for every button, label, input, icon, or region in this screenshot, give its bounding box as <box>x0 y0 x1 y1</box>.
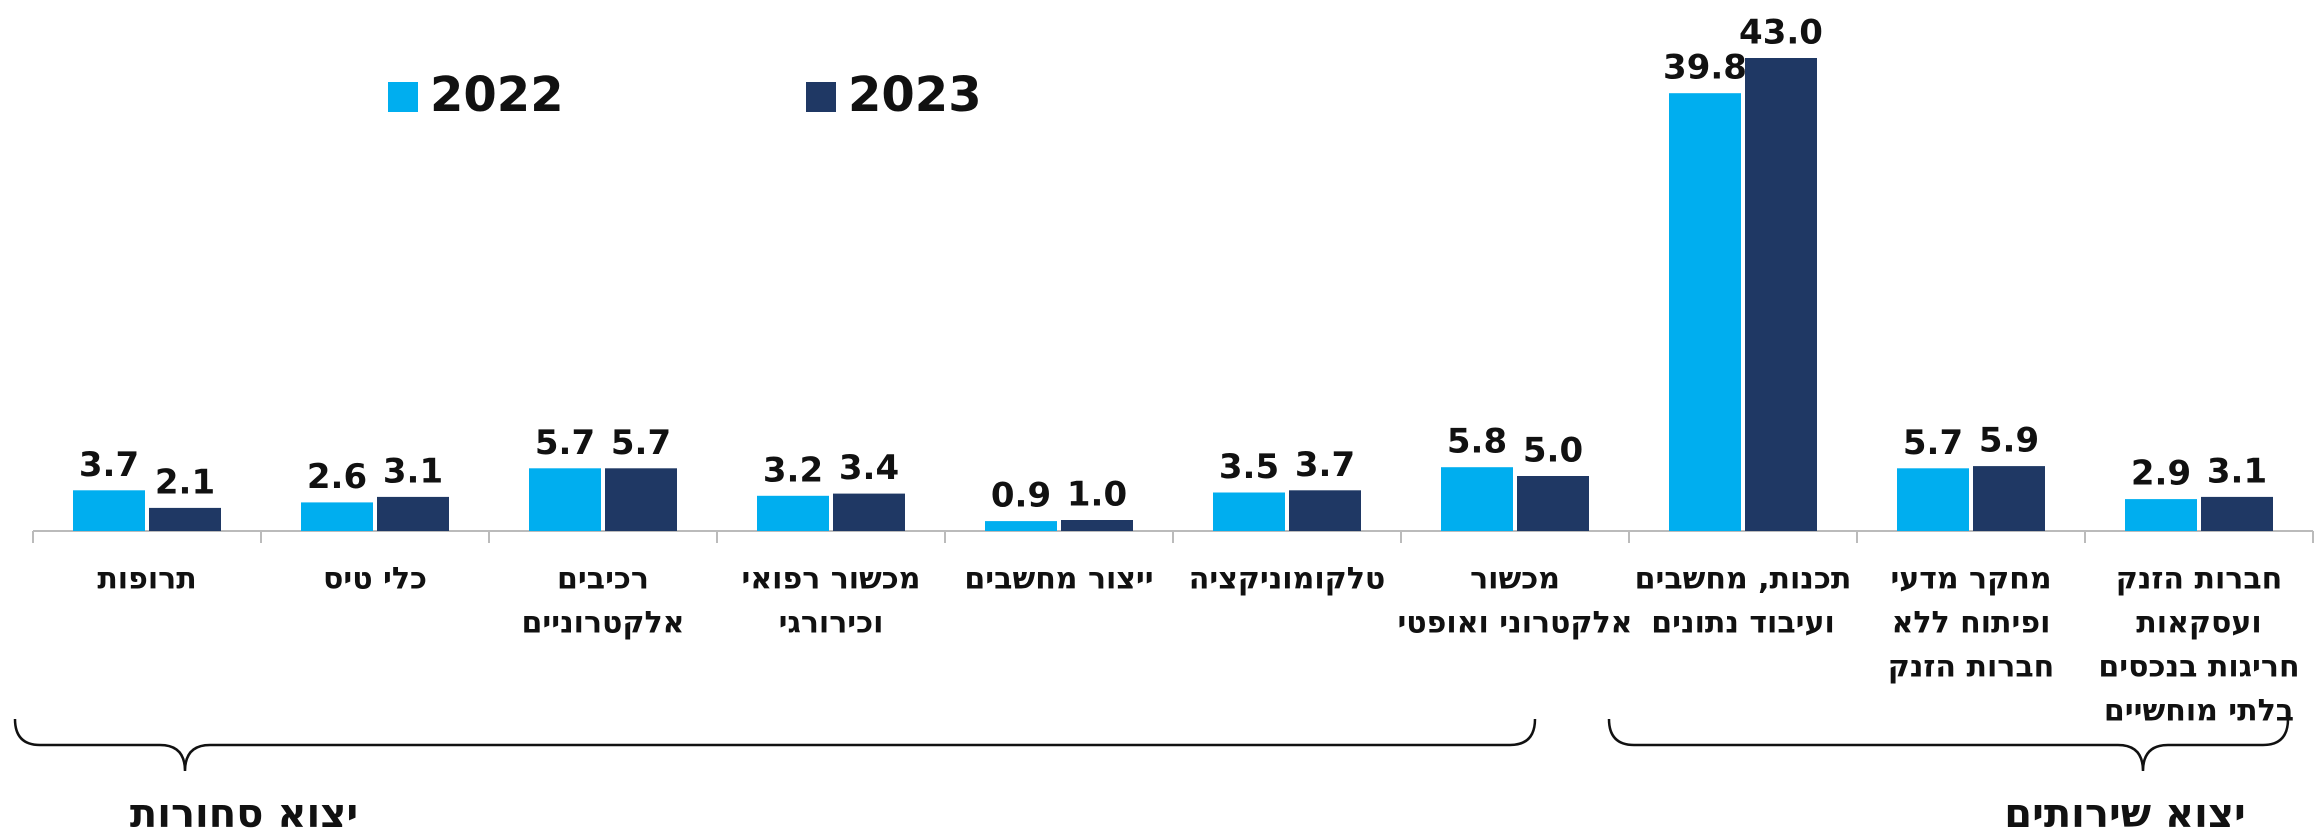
brace <box>13 718 1537 772</box>
x-tick-label: ייצור מחשבים <box>964 562 1153 597</box>
group-label: יצוא שירותים <box>2004 791 2246 835</box>
x-tick-label: תרופות <box>97 562 196 597</box>
x-tick-label: בלתי מוחשיים <box>2104 694 2294 729</box>
bar <box>1441 467 1513 531</box>
value-label: 3.5 <box>1219 447 1279 487</box>
value-label: 3.4 <box>839 448 899 488</box>
bar <box>2125 499 2197 531</box>
value-label: 3.7 <box>79 445 139 485</box>
legend-label: 2022 <box>430 67 564 123</box>
bar <box>1289 490 1361 531</box>
x-tick-label: אלקטרוניים <box>522 606 685 641</box>
value-label: 3.2 <box>763 450 823 490</box>
bar <box>149 507 221 531</box>
x-tick-label: חריגות בנכסים <box>2098 650 2299 685</box>
value-label: 5.0 <box>1523 431 1583 471</box>
x-tick-label: תכנות, מחשבים <box>1635 562 1852 597</box>
bar <box>985 521 1057 531</box>
value-label: 5.8 <box>1447 422 1507 462</box>
x-tick-label: וכירורגי <box>779 606 884 641</box>
x-tick-label: מחקר מדעי <box>1890 562 2051 597</box>
bar <box>1213 492 1285 531</box>
x-tick-label: חברות הזנק <box>1888 650 2055 685</box>
x-tick-label: אלקטרוני ואופטי <box>1397 606 1632 641</box>
x-tick-label: מכשור <box>1470 562 1560 597</box>
value-label: 2.9 <box>2131 454 2191 494</box>
x-tick-label: ופיתוח ללא <box>1892 606 2051 641</box>
legend-swatch <box>388 82 418 112</box>
bar <box>1669 93 1741 531</box>
value-label: 3.1 <box>2207 451 2267 491</box>
legend-label: 2023 <box>848 67 982 123</box>
bar <box>73 490 145 531</box>
x-tick-label: מכשור רפואי <box>741 562 920 597</box>
bar <box>529 468 601 531</box>
bar <box>833 493 905 531</box>
bar <box>605 468 677 531</box>
bar <box>757 495 829 531</box>
legend-swatch <box>806 82 836 112</box>
value-label: 5.7 <box>535 423 595 463</box>
x-tick-label: רכיבים <box>557 562 649 597</box>
bar <box>377 496 449 531</box>
x-tick-label: כלי טיס <box>323 562 427 597</box>
value-label: 2.1 <box>155 462 215 502</box>
x-tick-label: ועיבוד נתונים <box>1651 606 1835 641</box>
x-tick-label: חברות הזנק <box>2116 562 2283 597</box>
group-label: יצוא סחורות <box>130 791 358 835</box>
bar <box>1973 466 2045 531</box>
x-tick-label: טלקומוניקציה <box>1189 562 1385 597</box>
value-label: 2.6 <box>307 457 367 497</box>
value-label: 39.8 <box>1663 48 1747 88</box>
value-label: 5.9 <box>1979 421 2039 461</box>
value-label: 5.7 <box>611 423 671 463</box>
bar <box>1061 520 1133 531</box>
value-label: 1.0 <box>1067 475 1127 515</box>
bar <box>1517 476 1589 531</box>
bar <box>1897 468 1969 531</box>
value-label: 3.1 <box>383 451 443 491</box>
bar <box>1745 58 1817 531</box>
bar <box>301 502 373 531</box>
brace <box>1607 718 2290 772</box>
value-label: 3.7 <box>1295 445 1355 485</box>
value-label: 0.9 <box>991 476 1051 516</box>
x-tick-label: ועסקאות <box>2136 606 2261 641</box>
bar <box>2201 496 2273 531</box>
value-label: 5.7 <box>1903 423 1963 463</box>
value-label: 43.0 <box>1739 13 1823 53</box>
